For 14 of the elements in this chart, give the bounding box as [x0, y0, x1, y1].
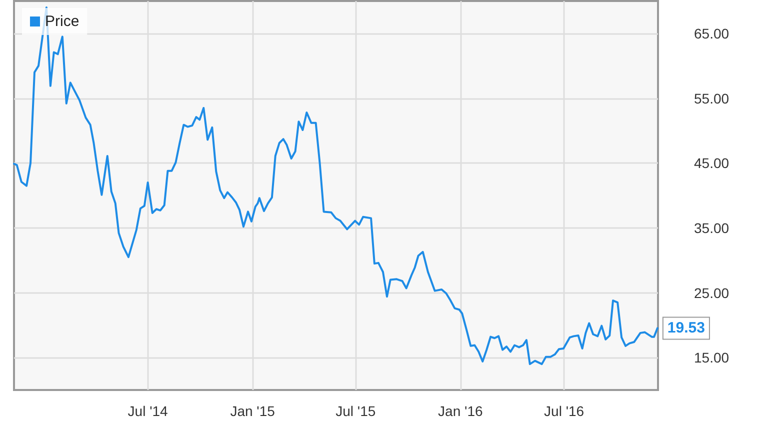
x-tick-label: Jul '16	[544, 403, 584, 419]
line-series	[13, 6, 658, 366]
y-tick-label: 65.00	[694, 25, 730, 42]
x-tick-label: Jul '15	[336, 403, 376, 419]
y-tick-label: 45.00	[694, 155, 730, 172]
data-label: 19.53	[667, 320, 705, 337]
legend-label: Price	[45, 13, 80, 30]
y-tick-label: 15.00	[694, 350, 730, 366]
y-tick-label: 35.00	[694, 220, 730, 236]
x-tick-label: Jan '16	[438, 403, 483, 419]
y-tick-label: 25.00	[694, 284, 730, 301]
x-tick-label: Jan '15	[230, 403, 276, 419]
y-tick-label: 55.00	[694, 90, 730, 106]
x-tick-label: Jul '14	[128, 403, 168, 419]
